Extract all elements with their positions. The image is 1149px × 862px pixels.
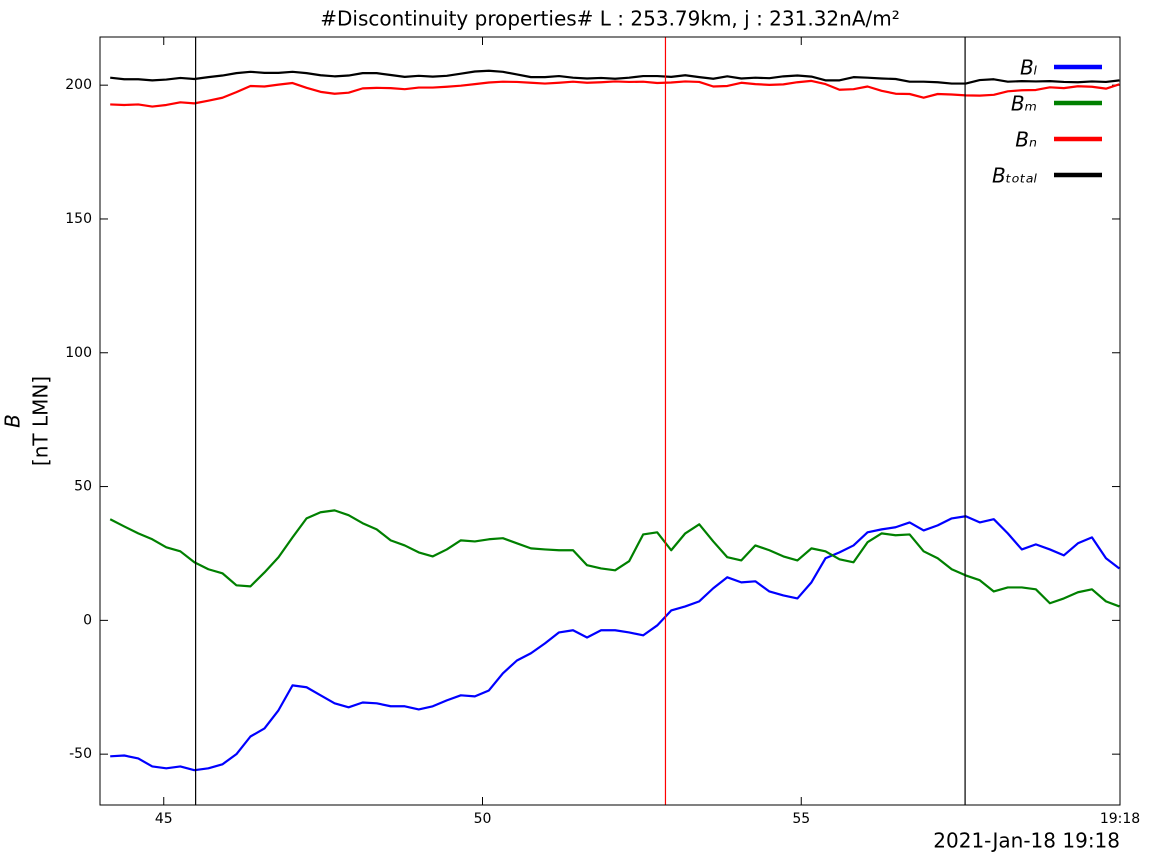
series-line — [110, 79, 1120, 108]
y-tick-label: 150 — [65, 211, 92, 227]
series-line — [110, 515, 1121, 772]
series-line — [110, 69, 1120, 85]
x-tick-label: 50 — [474, 811, 492, 827]
legend-label: Bₜₒₜₐₗ — [992, 164, 1038, 188]
y-tick-label: -50 — [69, 746, 92, 762]
legend-label: Bₘ — [1011, 92, 1037, 116]
y-tick-label: 100 — [65, 345, 92, 361]
chart-title: #Discontinuity properties# L : 253.79km,… — [320, 7, 900, 31]
y-tick-label: 50 — [74, 479, 92, 495]
plot-frame — [99, 36, 1121, 806]
x-tick-label: 55 — [792, 811, 810, 827]
series-line — [109, 509, 1120, 608]
x-tick-label: 19:18 — [1100, 811, 1140, 827]
x-axis-label: 2021-Jan-18 19:18 — [933, 829, 1120, 853]
y-tick-label: 0 — [83, 612, 92, 628]
y-axis-label: B — [1, 414, 25, 428]
x-tick-label: 45 — [155, 811, 173, 827]
legend-label: Bₙ — [1015, 128, 1037, 152]
legend-label: Bₗ — [1020, 56, 1038, 80]
y-tick-label: 200 — [65, 77, 92, 93]
y-axis-label: [nT LMN] — [29, 376, 53, 466]
